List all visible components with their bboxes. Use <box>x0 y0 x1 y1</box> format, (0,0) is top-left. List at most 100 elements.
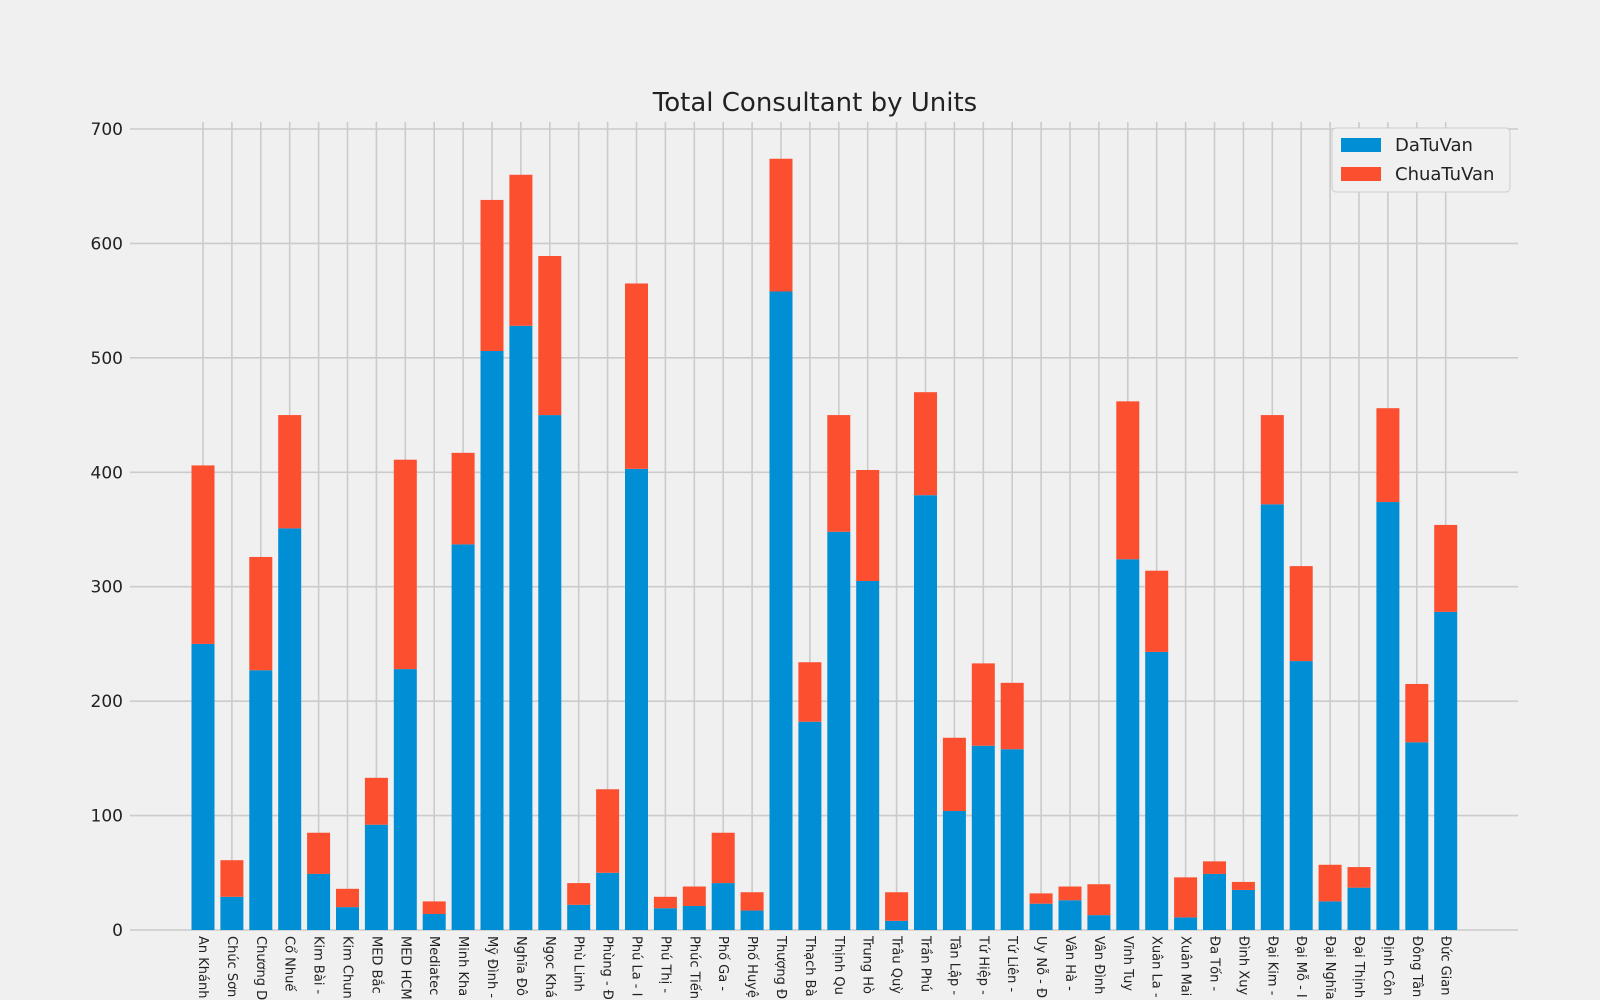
bars <box>191 158 1458 931</box>
x-tick-label: Phố Huyệ <box>744 936 759 998</box>
bar-datuvan-23 <box>856 580 880 930</box>
bar-datuvan-41 <box>1376 502 1400 930</box>
bar-chuatuvan-27 <box>971 663 995 746</box>
x-tick-label: Phố Ga - <box>715 936 730 991</box>
x-tick-label: Thượng Đ <box>773 935 788 999</box>
bar-datuvan-37 <box>1260 504 1284 930</box>
bar-datuvan-0 <box>191 643 215 930</box>
bar-datuvan-22 <box>827 531 851 930</box>
x-tick-label: Đại Nghĩa <box>1322 936 1337 1000</box>
x-tick-label: Đông Tân <box>1409 936 1424 997</box>
bar-datuvan-24 <box>885 920 909 930</box>
bar-chuatuvan-5 <box>336 888 359 908</box>
bar-chuatuvan-37 <box>1260 415 1284 505</box>
bar-datuvan-5 <box>336 907 359 930</box>
bar-datuvan-36 <box>1231 889 1255 930</box>
y-gridlines <box>130 128 1518 931</box>
bar-datuvan-8 <box>422 913 446 930</box>
legend-label-datuvan: DaTuVan <box>1395 135 1473 156</box>
bar-datuvan-43 <box>1434 611 1458 930</box>
bar-datuvan-26 <box>942 810 966 930</box>
bar-chuatuvan-41 <box>1376 408 1400 503</box>
bar-datuvan-34 <box>1174 917 1198 930</box>
x-tick-label: Cổ Nhuế <box>282 936 297 991</box>
x-tick-label: Chương D <box>253 936 268 1000</box>
y-axis-ticks: 0 100 200 300 400 500 600 700 <box>91 120 123 941</box>
bar-chuatuvan-32 <box>1116 401 1140 560</box>
bar-chuatuvan-34 <box>1174 877 1198 918</box>
x-axis-ticks: An Khánh Chúc Sơn Chương D Cổ Nhuế Kim Bài -… <box>195 935 1453 1000</box>
bar-datuvan-3 <box>278 528 302 930</box>
bar-chuatuvan-18 <box>711 832 735 884</box>
bar-datuvan-25 <box>914 495 937 930</box>
y-tick-label: 100 <box>91 807 123 827</box>
bar-datuvan-4 <box>307 873 331 930</box>
legend-label-chuatuvan: ChuaTuVan <box>1395 164 1494 185</box>
x-tick-label: MED HCM <box>397 936 412 1000</box>
bar-datuvan-42 <box>1405 742 1429 930</box>
bar-chuatuvan-16 <box>653 896 677 909</box>
bar-chuatuvan-39 <box>1318 864 1342 902</box>
x-tick-label: Phú Thị - <box>657 936 672 993</box>
bar-chuatuvan-20 <box>769 158 793 292</box>
bar-chuatuvan-24 <box>885 892 909 921</box>
bar-datuvan-15 <box>625 468 648 930</box>
bar-datuvan-40 <box>1347 887 1371 930</box>
bar-chuatuvan-42 <box>1405 683 1429 743</box>
bar-datuvan-9 <box>451 544 475 930</box>
bar-datuvan-39 <box>1318 901 1342 930</box>
bar-datuvan-12 <box>538 415 562 931</box>
bar-chuatuvan-29 <box>1029 893 1053 904</box>
x-tick-label: Đa Tốn - <box>1207 936 1222 991</box>
bar-datuvan-2 <box>249 670 273 930</box>
x-tick-label: Kim Chun <box>340 936 355 999</box>
bar-chuatuvan-14 <box>596 789 620 873</box>
bar-chuatuvan-13 <box>567 883 591 905</box>
legend: DaTuVan ChuaTuVan <box>1331 127 1511 193</box>
x-tick-label: Đình Xuy <box>1235 936 1250 995</box>
x-tick-label: Kim Bài - <box>311 936 326 995</box>
x-tick-label: Trần Phú <box>918 935 933 992</box>
bar-chuatuvan-38 <box>1289 566 1313 662</box>
x-tick-label: Uy Nỗ - Đ <box>1033 936 1048 998</box>
x-tick-label: An Khánh <box>195 936 210 998</box>
bar-datuvan-27 <box>971 745 995 930</box>
bar-chuatuvan-1 <box>220 860 244 897</box>
bar-datuvan-7 <box>393 669 417 930</box>
bar-chuatuvan-21 <box>798 662 822 722</box>
x-tick-label: Minh Kha <box>455 936 470 996</box>
bar-datuvan-28 <box>1000 749 1024 930</box>
x-tick-label: Phùng - Đ <box>600 936 615 1000</box>
bar-chuatuvan-30 <box>1058 886 1082 901</box>
bar-chuatuvan-3 <box>278 415 302 529</box>
bar-datuvan-38 <box>1289 661 1313 930</box>
bar-chuatuvan-11 <box>509 174 533 326</box>
x-tick-label: Vân Đình <box>1091 936 1106 994</box>
legend-swatch-chuatuvan <box>1341 167 1381 181</box>
x-tick-label: Chúc Sơn <box>224 936 239 997</box>
bar-chuatuvan-25 <box>914 392 937 496</box>
x-tick-label: Mỹ Đình - <box>484 936 499 998</box>
bar-chuatuvan-17 <box>682 886 706 906</box>
bar-chuatuvan-9 <box>451 452 475 545</box>
bar-chuatuvan-8 <box>422 901 446 914</box>
bar-chuatuvan-0 <box>191 465 215 644</box>
bar-datuvan-21 <box>798 721 822 930</box>
bar-datuvan-35 <box>1203 873 1226 930</box>
x-tick-label: Tứ Hiệp - <box>975 935 990 995</box>
bar-datuvan-11 <box>509 325 533 930</box>
bar-chuatuvan-40 <box>1347 867 1371 888</box>
x-tick-label: Tứ Liên - <box>1004 935 1019 993</box>
x-tick-label: MED Bắc <box>368 936 383 994</box>
y-tick-label: 0 <box>112 921 123 941</box>
y-tick-label: 200 <box>91 692 123 712</box>
bar-chuatuvan-23 <box>856 469 880 581</box>
x-tick-label: Phù Linh <box>571 936 586 992</box>
bar-chuatuvan-43 <box>1434 524 1458 612</box>
bar-chuatuvan-31 <box>1087 884 1111 916</box>
x-tick-label: Trâu Quỳ <box>889 935 904 994</box>
bar-datuvan-19 <box>740 910 764 930</box>
bar-datuvan-33 <box>1145 651 1169 930</box>
x-tick-label: Vân Hà - <box>1062 936 1077 991</box>
x-tick-label: Vĩnh Tuy <box>1120 936 1135 991</box>
